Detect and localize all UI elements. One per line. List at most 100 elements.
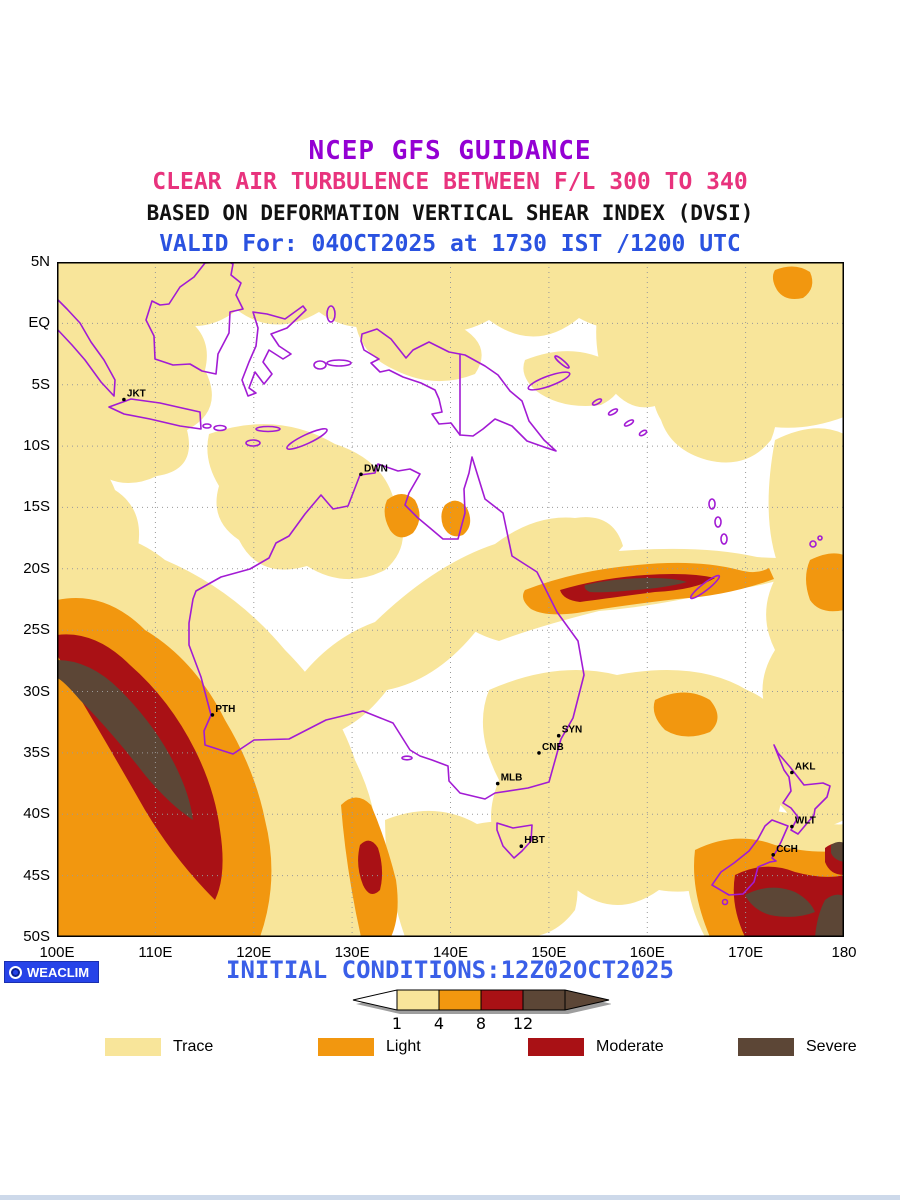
island-sumba xyxy=(245,439,261,447)
x-axis-tick-label: 150E xyxy=(531,944,567,961)
y-axis-tick-label: EQ xyxy=(28,314,50,332)
island-solomon-3 xyxy=(623,419,635,427)
weaclim-logo-label: WEACLIM xyxy=(27,964,90,980)
legend: Trace Light Moderate Severe xyxy=(0,1038,900,1062)
island-timor xyxy=(286,428,328,450)
city-marker-wlt xyxy=(790,824,794,829)
shaded-region xyxy=(815,894,844,937)
city-label-dwn: DWN xyxy=(364,463,388,474)
colorbar-tick-label: 12 xyxy=(513,1014,533,1033)
city-marker-mlb xyxy=(495,781,500,786)
legend-item-severe: Severe xyxy=(738,1038,857,1056)
x-axis-tick-label: 180 xyxy=(831,944,857,961)
island-sumbawa xyxy=(213,424,227,432)
borneo-coastline xyxy=(145,262,244,375)
island-bali xyxy=(202,423,212,429)
tasmania-coastline xyxy=(496,822,533,859)
x-axis-tick-label: 140E xyxy=(432,944,469,961)
city-label-mlb: MLB xyxy=(501,773,523,784)
x-axis-tick-label: 110E xyxy=(138,944,173,961)
y-axis-tick-label: 25S xyxy=(23,621,50,639)
x-axis-tick-label: 100E xyxy=(39,944,75,961)
city-label-jkt: JKT xyxy=(127,389,146,400)
sumatra-coastline xyxy=(57,298,116,397)
legend-item-light: Light xyxy=(318,1038,421,1056)
shaded-region xyxy=(441,500,471,537)
lat-lon-gridlines xyxy=(57,262,844,937)
initial-conditions-text: INITIAL CONDITIONS:12Z02OCT2025 xyxy=(226,956,674,984)
map-frame xyxy=(57,262,844,937)
city-marker-cch xyxy=(771,853,775,857)
shaded-region xyxy=(523,351,621,406)
nz-south-island-coastline xyxy=(711,819,789,896)
y-axis-tick-label: 5N xyxy=(30,253,50,270)
x-axis-tick-label: 170E xyxy=(728,944,764,961)
island-kangaroo xyxy=(401,755,413,761)
colorbar-segment-trace xyxy=(397,990,439,1010)
colorbar-tick-label: 1 xyxy=(392,1014,402,1033)
sulawesi-coastline xyxy=(241,305,307,397)
title-block: NCEP GFS GUIDANCE CLEAR AIR TURBULENCE B… xyxy=(0,136,900,260)
city-label-cch: CCH xyxy=(776,844,798,855)
window-bottom-edge xyxy=(0,1195,900,1200)
title-model: NCEP GFS GUIDANCE xyxy=(308,136,592,166)
island-buru xyxy=(313,360,327,370)
colorbar-left-arrow xyxy=(353,990,397,1010)
legend-label-severe: Severe xyxy=(806,1038,857,1055)
city-label-akl: AKL xyxy=(795,762,816,773)
shaded-region xyxy=(772,266,813,299)
x-axis-tick-label: 120E xyxy=(236,944,272,961)
legend-swatch-moderate xyxy=(528,1038,584,1056)
legend-label-moderate: Moderate xyxy=(596,1038,664,1055)
colorbar-tick-label: 8 xyxy=(476,1014,486,1033)
shaded-region xyxy=(653,692,718,737)
colorbar: 1 4 8 12 xyxy=(352,989,611,1033)
shaded-region xyxy=(762,428,844,828)
shaded-region xyxy=(355,310,482,382)
shaded-region xyxy=(584,578,687,593)
city-label-syn: SYN xyxy=(562,725,583,736)
legend-swatch-trace xyxy=(105,1038,161,1056)
nz-north-island-coastline xyxy=(773,744,831,835)
x-axis-tick-label: 130E xyxy=(334,944,370,961)
shaded-region xyxy=(745,887,815,917)
island-fiji-2 xyxy=(817,535,823,541)
y-axis-tick-label: 5S xyxy=(31,375,50,393)
city-label-hbt: HBT xyxy=(524,835,545,846)
y-axis-tick-label: 35S xyxy=(23,743,50,761)
colorbar-segment-severe xyxy=(523,990,565,1010)
new-guinea-coastline xyxy=(360,328,557,452)
island-seram xyxy=(326,359,352,367)
shaded-region xyxy=(57,660,193,820)
shaded-region xyxy=(831,841,844,862)
title-valid-time: VALID For: 04OCT2025 at 1730 IST /1200 U… xyxy=(159,231,741,257)
shaded-region xyxy=(57,294,212,484)
legend-label-trace: Trace xyxy=(173,1038,214,1055)
shaded-region xyxy=(755,730,841,798)
y-axis-tick-label: 15S xyxy=(23,498,50,516)
island-halmahera xyxy=(326,305,336,323)
weaclim-logo: WEACLIM xyxy=(4,961,100,983)
island-solomon-4 xyxy=(638,429,648,437)
y-axis-tick-label: 30S xyxy=(23,682,50,700)
shaded-region xyxy=(207,424,403,580)
australia-coastline xyxy=(188,456,585,800)
shaded-region xyxy=(384,494,420,538)
city-marker-pth xyxy=(210,713,215,717)
island-vanuatu-2 xyxy=(714,516,722,528)
city-label-cnb: CNB xyxy=(542,742,564,753)
island-stewart xyxy=(721,898,729,906)
island-fiji-1 xyxy=(809,540,817,548)
title-method: BASED ON DEFORMATION VERTICAL SHEAR INDE… xyxy=(146,201,754,225)
y-axis-tick-label: 45S xyxy=(23,866,50,884)
colorbar-tick-label: 4 xyxy=(434,1014,444,1033)
shaded-region xyxy=(358,840,383,894)
java-coastline xyxy=(108,398,202,430)
colorbar-segment-light xyxy=(439,990,481,1010)
legend-swatch-light xyxy=(318,1038,374,1056)
legend-item-moderate: Moderate xyxy=(528,1038,664,1056)
shaded-region xyxy=(653,370,777,463)
island-solomon-1 xyxy=(591,398,603,406)
y-axis-tick-label: 20S xyxy=(23,559,50,577)
